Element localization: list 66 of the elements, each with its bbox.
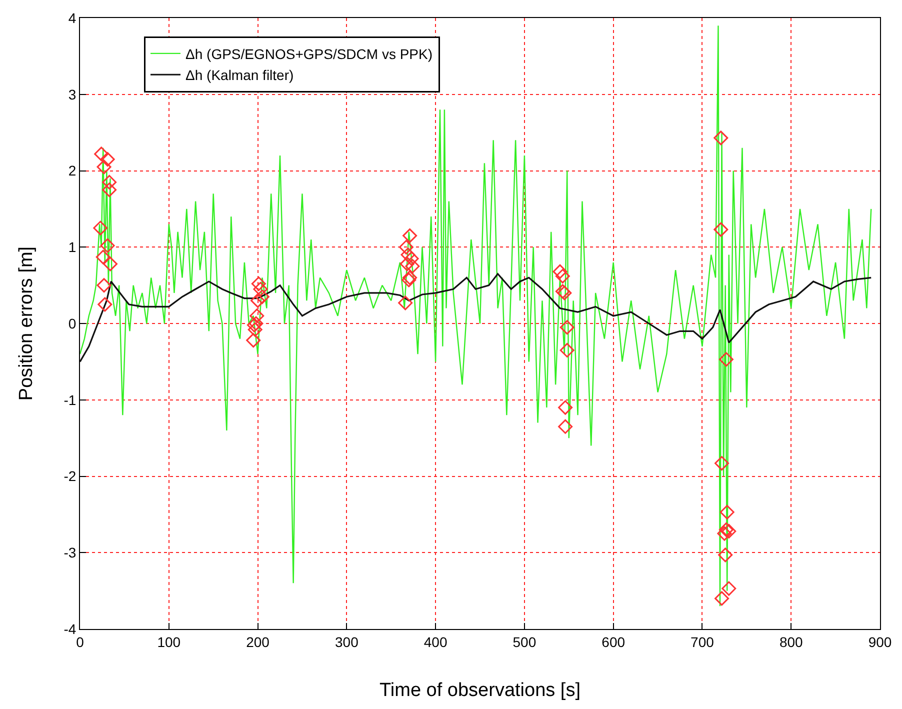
x-tick-label: 800 (779, 634, 804, 650)
point (102, 174, 117, 190)
point (717, 526, 732, 541)
point (94, 146, 109, 162)
point (248, 322, 262, 337)
y-tick-label: -1 (64, 392, 76, 408)
point (404, 251, 419, 266)
point (98, 297, 112, 312)
point (722, 524, 736, 538)
point (718, 352, 734, 367)
x-tick-label: 600 (602, 634, 626, 650)
point (102, 182, 117, 198)
point (560, 320, 574, 335)
y-tick-label: 1 (68, 239, 76, 256)
point (100, 152, 115, 167)
point (250, 308, 264, 324)
point (246, 333, 261, 348)
x-tick-label: 900 (868, 634, 892, 650)
y-tick-label: -3 (64, 544, 76, 561)
x-tick-label: 200 (246, 634, 270, 650)
point (398, 296, 413, 310)
point (96, 250, 110, 264)
x-tick-label: 500 (512, 634, 536, 650)
y-tick-label: 2 (68, 162, 76, 179)
point (714, 222, 728, 237)
legend-label: Δh (Kalman filter) (186, 67, 294, 84)
point (555, 268, 570, 284)
x-tick-label: 100 (157, 634, 181, 650)
point (251, 276, 266, 292)
point (402, 228, 418, 243)
point (102, 256, 118, 272)
point (558, 419, 573, 434)
x-tick-label: 700 (690, 634, 714, 650)
x-axis-title: Time of observations [s] (380, 680, 580, 701)
point (100, 238, 115, 253)
point (718, 548, 733, 562)
point (96, 278, 112, 293)
point (714, 591, 730, 606)
y-tick-label: 3 (68, 86, 76, 102)
line-series (80, 25, 872, 607)
line-series (80, 273, 872, 362)
point (722, 581, 736, 596)
point (250, 293, 266, 308)
y-tick-label: -4 (64, 620, 76, 637)
x-tick-label: 300 (334, 634, 359, 650)
point (400, 256, 414, 272)
point (714, 130, 728, 146)
point (398, 240, 414, 254)
point (714, 456, 730, 471)
y-axis-title: Position errors [m] (16, 246, 37, 401)
x-tick-label: 400 (424, 634, 448, 650)
y-tick-label: -2 (64, 468, 76, 484)
point (558, 400, 573, 415)
y-tick-label: 4 (68, 10, 76, 26)
point (720, 504, 734, 520)
point (552, 264, 568, 279)
y-tick-label: 0 (68, 315, 76, 332)
point (253, 282, 268, 296)
legend-label: Δh (GPS/EGNOS+GPS/SDCM vs PPK) (186, 46, 433, 62)
point (560, 342, 574, 358)
point (405, 258, 420, 274)
point (96, 160, 112, 174)
point (254, 290, 270, 304)
point (400, 248, 416, 262)
point (718, 522, 734, 537)
point (93, 220, 108, 236)
